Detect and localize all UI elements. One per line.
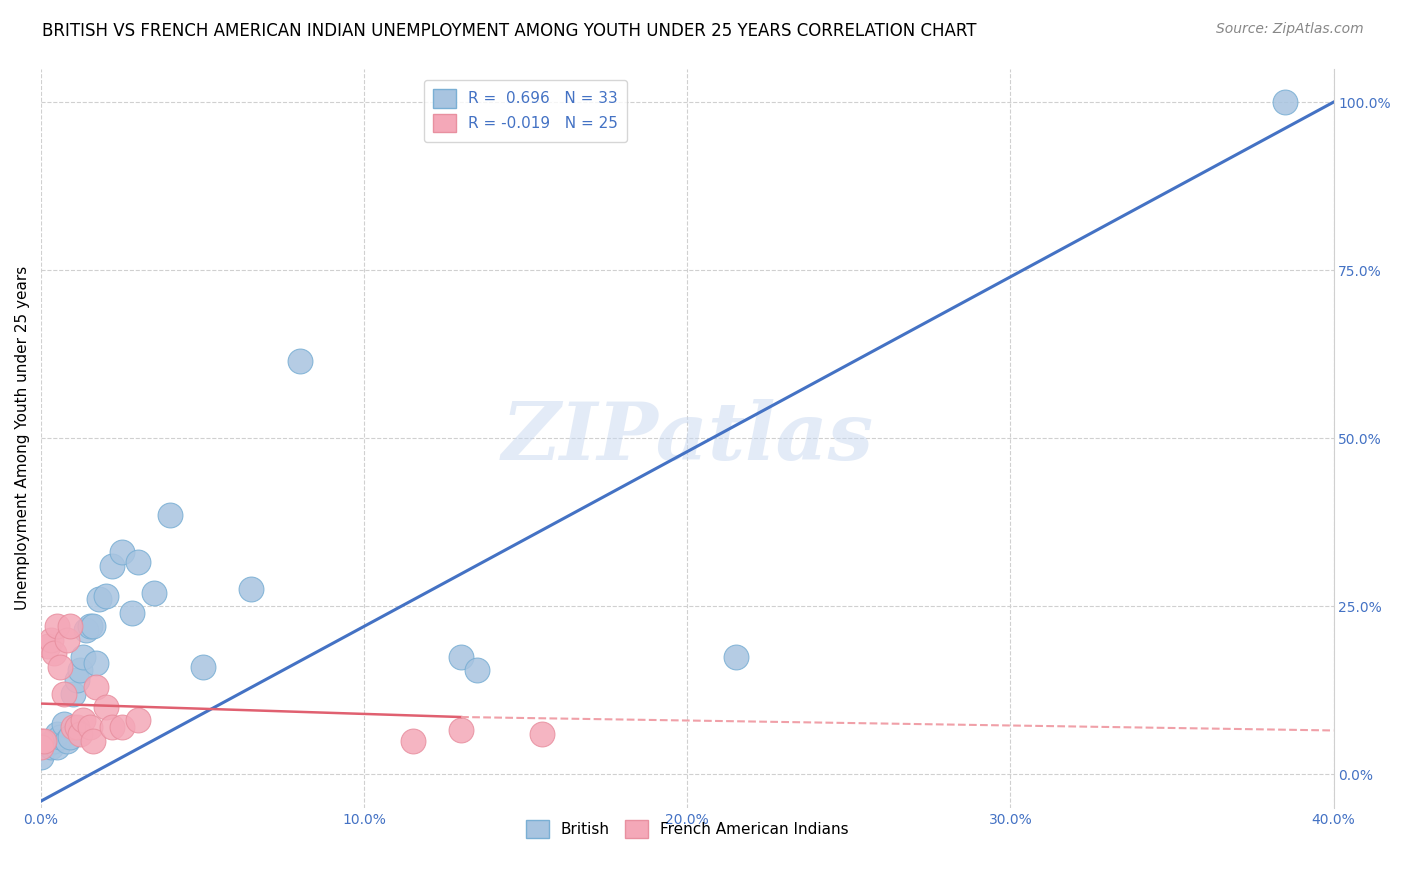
Point	[72, 649, 94, 664]
Point	[288, 354, 311, 368]
Point	[75, 623, 97, 637]
Point	[450, 723, 472, 738]
Point	[101, 720, 124, 734]
Point	[450, 649, 472, 664]
Point	[66, 720, 89, 734]
Point	[37, 737, 59, 751]
Point	[30, 750, 52, 764]
Point	[62, 720, 84, 734]
Point	[49, 659, 72, 673]
Point	[89, 592, 111, 607]
Point	[111, 720, 134, 734]
Point	[127, 556, 149, 570]
Point	[530, 727, 553, 741]
Point	[240, 582, 263, 597]
Point	[34, 733, 56, 747]
Point	[724, 649, 747, 664]
Point	[39, 740, 62, 755]
Point	[82, 619, 104, 633]
Point	[121, 606, 143, 620]
Text: Source: ZipAtlas.com: Source: ZipAtlas.com	[1216, 22, 1364, 37]
Point	[111, 545, 134, 559]
Text: BRITISH VS FRENCH AMERICAN INDIAN UNEMPLOYMENT AMONG YOUTH UNDER 25 YEARS CORREL: BRITISH VS FRENCH AMERICAN INDIAN UNEMPL…	[42, 22, 977, 40]
Text: ZIPatlas: ZIPatlas	[502, 400, 873, 477]
Point	[56, 632, 79, 647]
Point	[66, 673, 89, 687]
Point	[52, 686, 75, 700]
Point	[42, 733, 65, 747]
Point	[39, 632, 62, 647]
Point	[59, 730, 82, 744]
Point	[69, 663, 91, 677]
Point	[62, 686, 84, 700]
Point	[79, 720, 101, 734]
Point	[101, 558, 124, 573]
Point	[79, 619, 101, 633]
Point	[72, 714, 94, 728]
Point	[82, 733, 104, 747]
Point	[37, 640, 59, 654]
Point	[159, 508, 181, 523]
Y-axis label: Unemployment Among Youth under 25 years: Unemployment Among Youth under 25 years	[15, 266, 30, 610]
Point	[84, 680, 107, 694]
Point	[84, 657, 107, 671]
Point	[1274, 95, 1296, 109]
Point	[42, 646, 65, 660]
Point	[52, 716, 75, 731]
Point	[46, 740, 69, 755]
Point	[94, 700, 117, 714]
Point	[30, 740, 52, 755]
Point	[56, 733, 79, 747]
Point	[46, 619, 69, 633]
Point	[46, 727, 69, 741]
Point	[465, 663, 488, 677]
Point	[49, 730, 72, 744]
Point	[191, 659, 214, 673]
Point	[127, 714, 149, 728]
Point	[143, 585, 166, 599]
Point	[402, 733, 425, 747]
Point	[94, 589, 117, 603]
Point	[30, 733, 52, 747]
Legend: British, French American Indians: British, French American Indians	[520, 814, 855, 845]
Point	[69, 727, 91, 741]
Point	[59, 619, 82, 633]
